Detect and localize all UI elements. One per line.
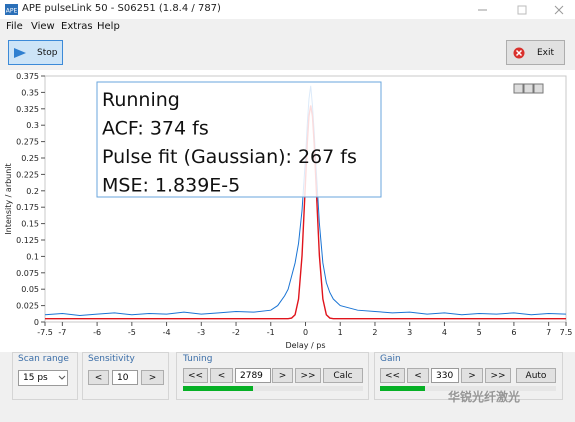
x-tick-label: -1 <box>267 328 275 337</box>
tuning-progress <box>183 386 363 391</box>
y-tick-label: 0.05 <box>21 285 39 294</box>
y-tick-label: 0.275 <box>16 138 39 147</box>
gain-group <box>374 352 563 400</box>
title-bar <box>0 0 575 19</box>
dropdown-arrow <box>58 375 66 380</box>
y-axis-label: Intensity / arbunit <box>4 163 13 234</box>
window-controls[interactable] <box>470 2 575 18</box>
gain-up[interactable]: > <box>461 368 483 383</box>
annotation-line: Pulse fit (Gaussian): 267 fs <box>102 146 357 168</box>
stop-button[interactable]: Stop <box>8 40 63 65</box>
x-tick-label: 6 <box>511 328 516 337</box>
gain-progress <box>380 386 556 391</box>
menu-help[interactable]: Help <box>97 21 120 32</box>
menu-file[interactable]: File <box>6 21 23 32</box>
tuning-label: Tuning <box>183 354 213 364</box>
x-tick-label: 3 <box>407 328 412 337</box>
tuning-value[interactable]: 2789 <box>235 368 271 383</box>
y-tick-label: 0.2 <box>26 187 39 196</box>
gain-progress-fill <box>380 386 425 391</box>
x-tick-label: 7.5 <box>560 328 573 337</box>
tuning-up[interactable]: > <box>272 368 293 383</box>
scan-range-value: 15 ps <box>23 373 48 383</box>
x-tick-label: -7 <box>58 328 66 337</box>
x-tick-label: 7 <box>546 328 551 337</box>
sensitivity-up[interactable]: > <box>141 370 164 385</box>
x-tick-label: -3 <box>197 328 205 337</box>
annotation-line: MSE: 1.839E-5 <box>102 175 240 197</box>
x-tick-label: -2 <box>232 328 240 337</box>
y-tick-label: 0.325 <box>16 105 39 114</box>
y-tick-label: 0.225 <box>16 170 39 179</box>
sensitivity-down[interactable]: < <box>88 370 109 385</box>
annotation-box <box>96 81 382 198</box>
y-tick-label: 0.35 <box>21 88 39 97</box>
scan-range-group <box>12 352 78 400</box>
tuning-fast-down[interactable]: << <box>183 368 208 383</box>
exit-label: Exit <box>537 47 555 58</box>
watermark: 华锐光纤激光 <box>448 390 521 404</box>
y-tick-label: 0.375 <box>16 72 39 81</box>
annotation-line: ACF: 374 fs <box>102 118 209 140</box>
exit-icon <box>513 47 525 58</box>
window-title: APE pulseLink 50 - S06251 (1.8.4 / 787) <box>22 3 221 14</box>
y-tick-label: 0.025 <box>16 302 39 311</box>
y-tick-label: 0 <box>34 318 39 327</box>
x-tick-label: -6 <box>93 328 101 337</box>
y-tick-label: 0.075 <box>16 269 39 278</box>
x-tick-label: -7.5 <box>37 328 53 337</box>
gain-fast-down[interactable]: << <box>380 368 405 383</box>
gain-auto[interactable]: Auto <box>516 368 556 383</box>
y-tick-label: 0.15 <box>21 220 39 229</box>
y-tick-label: 0.3 <box>26 121 39 130</box>
x-axis-label: Delay / ps <box>286 341 326 350</box>
sensitivity-value[interactable]: 10 <box>112 370 138 385</box>
x-tick-label: 2 <box>372 328 377 337</box>
gain-label: Gain <box>380 354 401 364</box>
play-icon <box>14 47 26 58</box>
tuning-down[interactable]: < <box>210 368 233 383</box>
x-tick-label: -4 <box>163 328 171 337</box>
exit-button[interactable]: Exit <box>506 40 565 65</box>
app-icon: APE <box>5 4 18 15</box>
plot-tools[interactable] <box>513 83 544 94</box>
menu-extras[interactable]: Extras <box>61 21 93 32</box>
x-tick-label: 5 <box>477 328 482 337</box>
stop-label: Stop <box>37 47 58 58</box>
annotation-line: Running <box>102 89 180 111</box>
x-tick-label: -5 <box>128 328 136 337</box>
y-tick-label: 0.25 <box>21 154 39 163</box>
tuning-group <box>176 352 369 400</box>
tuning-calc[interactable]: Calc <box>323 368 363 383</box>
y-tick-label: 0.125 <box>16 236 39 245</box>
gain-down[interactable]: < <box>407 368 429 383</box>
x-tick-label: 1 <box>338 328 343 337</box>
sensitivity-label: Sensitivity <box>88 354 135 364</box>
y-tick-label: 0.1 <box>26 252 39 261</box>
gain-value[interactable]: 330 <box>431 368 459 383</box>
svg-text:APE: APE <box>6 8 18 15</box>
tuning-fast-up[interactable]: >> <box>295 368 321 383</box>
scan-range-label: Scan range <box>18 354 69 364</box>
scan-range-select[interactable]: 15 ps <box>18 370 68 386</box>
x-tick-label: 4 <box>442 328 447 337</box>
gain-fast-up[interactable]: >> <box>485 368 511 383</box>
menu-view[interactable]: View <box>31 21 55 32</box>
x-tick-label: 0 <box>303 328 308 337</box>
y-tick-label: 0.175 <box>16 203 39 212</box>
tuning-progress-fill <box>183 386 253 391</box>
chart: 0 0.025 0.05 0.075 0.1 0.125 0.15 0.175 0.2 0.225… <box>0 70 575 352</box>
sensitivity-group <box>82 352 169 400</box>
